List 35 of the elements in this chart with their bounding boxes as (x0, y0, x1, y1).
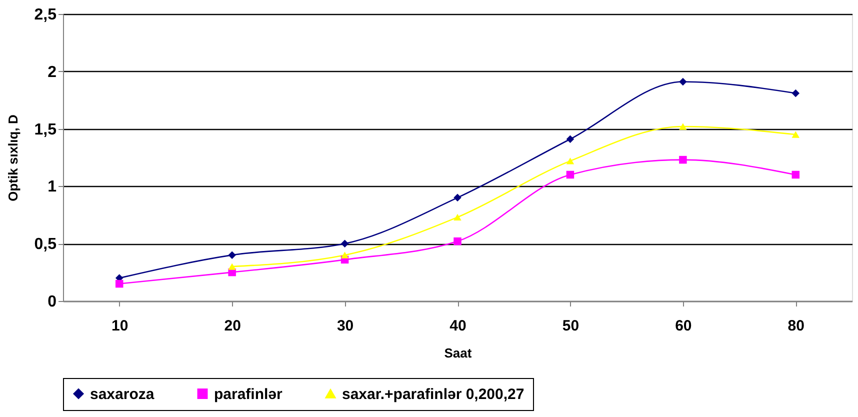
y-tick-label: 0 (48, 294, 57, 310)
x-axis-title: Saat (444, 346, 472, 360)
y-tick-label: 2 (48, 64, 57, 81)
point (792, 89, 800, 98)
y-tick-label: 2,5 (34, 6, 57, 24)
point (792, 170, 800, 179)
point (566, 135, 574, 144)
legend-label: saxaroza (90, 386, 155, 403)
point (228, 251, 236, 259)
point (454, 237, 462, 246)
point (115, 280, 124, 288)
point (679, 78, 687, 86)
point (454, 214, 462, 221)
point (340, 240, 349, 248)
point (454, 194, 462, 202)
x-tick-label: 20 (224, 318, 241, 334)
y-tick-label: 0,5 (34, 236, 57, 254)
point (566, 158, 574, 164)
x-tick-label: 10 (112, 318, 128, 334)
point (679, 123, 687, 130)
y-tick-label: 1 (48, 178, 57, 196)
y-axis-title: Optik sıxlıq, D (5, 114, 20, 202)
point (566, 170, 574, 179)
legend-label: saxar.+parafinlər 0,200,27 (342, 386, 524, 403)
y-tick-label: 1,5 (34, 121, 57, 138)
legend-label: parafinlər (214, 386, 283, 403)
point (792, 131, 800, 138)
x-tick-label: 40 (450, 318, 466, 334)
point (679, 156, 687, 164)
x-tick-label: 60 (675, 318, 692, 334)
x-tick-label: 80 (788, 318, 804, 334)
point (340, 252, 349, 258)
x-tick-label: 50 (562, 318, 580, 334)
x-tick-label: 30 (336, 318, 354, 334)
point (228, 263, 236, 270)
